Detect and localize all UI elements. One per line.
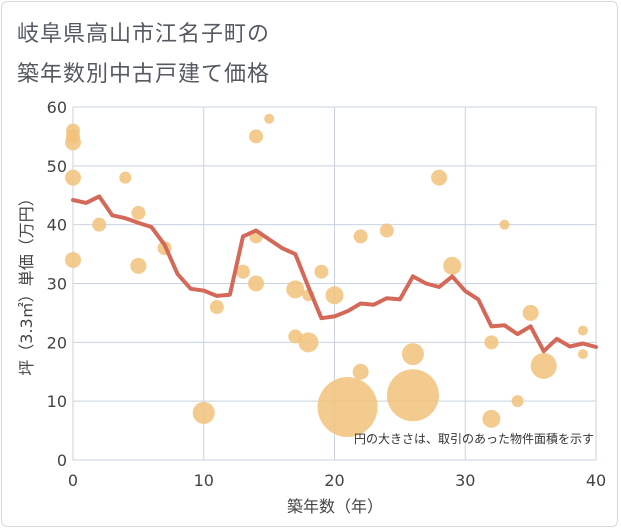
y-tick-label: 60	[47, 98, 67, 117]
x-tick-label: 0	[68, 471, 78, 490]
data-point	[264, 113, 275, 124]
data-point	[65, 251, 81, 268]
data-point	[131, 205, 146, 220]
data-point	[431, 169, 448, 186]
size-note: 円の大きさは、取引のあった物件面積を示す	[354, 431, 594, 446]
data-point	[482, 409, 501, 428]
average-price-line	[71, 194, 598, 354]
data-point	[325, 286, 344, 305]
x-tick-label: 10	[194, 471, 214, 490]
y-tick-label: 10	[47, 392, 67, 411]
data-point	[192, 401, 215, 424]
x-tick-label: 30	[455, 471, 475, 490]
data-point	[401, 343, 424, 366]
y-tick-label: 40	[47, 216, 67, 235]
data-point	[530, 352, 557, 379]
data-point	[522, 304, 539, 321]
data-point	[65, 134, 81, 151]
y-tick-label: 20	[47, 333, 67, 352]
data-point	[353, 229, 368, 244]
chart-title-line1: 岐阜県高山市江名子町の	[17, 22, 271, 47]
x-tick-label: 20	[324, 471, 344, 490]
data-point	[577, 325, 588, 336]
data-point	[379, 223, 394, 238]
data-point	[209, 300, 224, 315]
data-point	[92, 217, 107, 232]
y-tick-label: 50	[47, 157, 67, 176]
bubbles-layer	[65, 113, 588, 438]
trend-line-layer	[71, 194, 598, 354]
data-point	[286, 280, 305, 299]
data-point	[386, 369, 439, 422]
y-axis-label: 坪（3.3㎡）単価（万円）	[17, 190, 36, 375]
y-tick-label: 30	[47, 275, 67, 294]
axis-ticks: 0 10 20 30 40 0 10 20 30 40 50 60	[47, 98, 607, 490]
chart-title-line2: 築年数別中古戸建て価格	[17, 62, 271, 87]
data-point	[499, 219, 510, 230]
x-tick-label: 40	[586, 471, 606, 490]
data-point	[314, 264, 329, 279]
data-point	[130, 257, 147, 274]
data-point	[352, 363, 369, 380]
data-point	[248, 275, 265, 292]
data-point	[235, 264, 250, 279]
x-axis-label: 築年数（年）	[287, 497, 383, 516]
data-point	[119, 171, 132, 184]
data-point	[65, 169, 81, 186]
data-point	[317, 377, 378, 438]
data-point	[298, 332, 319, 353]
data-point	[443, 256, 462, 275]
data-point	[249, 129, 264, 144]
data-point	[577, 349, 588, 360]
data-point	[511, 395, 524, 408]
data-point	[484, 335, 499, 350]
y-tick-label: 0	[57, 451, 67, 470]
